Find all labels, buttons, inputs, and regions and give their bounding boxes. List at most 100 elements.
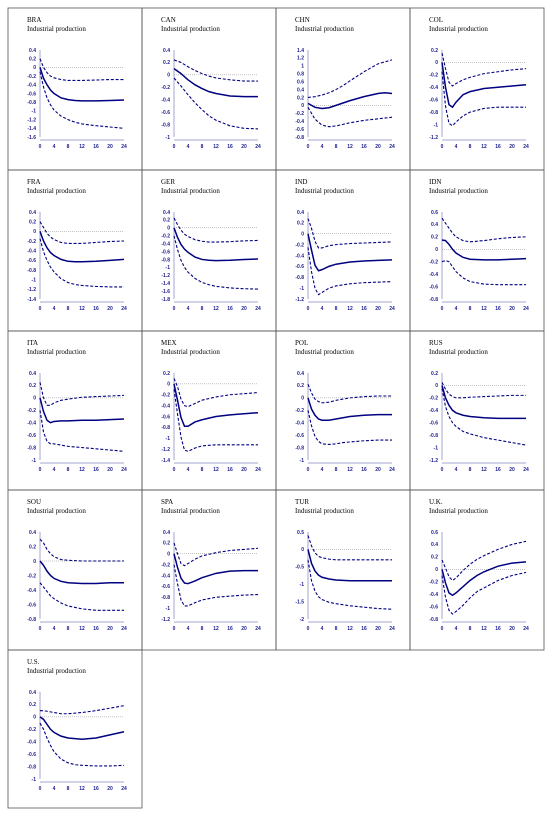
y-tick-label: 0.4 xyxy=(29,371,36,377)
y-tick-label: 0 xyxy=(301,103,304,109)
x-tick-label: 20 xyxy=(241,144,247,150)
panel-title: RUS xyxy=(429,339,443,347)
y-tick-label: 0.2 xyxy=(163,371,170,377)
panel-subtitle: Industrial production xyxy=(27,187,86,195)
x-tick-label: 8 xyxy=(469,626,472,632)
y-tick-label: 0.6 xyxy=(431,530,438,536)
panel-title: CHN xyxy=(295,16,310,24)
y-tick-label: -1 xyxy=(300,458,305,464)
x-tick-label: 16 xyxy=(93,786,99,792)
y-tick-label: 0 xyxy=(33,229,36,235)
median-response-line xyxy=(441,385,526,420)
y-tick-label: -0.6 xyxy=(27,433,36,439)
y-tick-label: -0.8 xyxy=(27,268,36,274)
x-tick-label: 20 xyxy=(375,467,381,473)
x-tick-label: 16 xyxy=(495,144,501,150)
panel-title: U.S. xyxy=(27,658,40,666)
y-tick-label: 1.4 xyxy=(297,48,304,54)
y-tick-label: -0.6 xyxy=(27,91,36,97)
y-tick-label: -1 xyxy=(166,436,171,442)
x-tick-label: 16 xyxy=(495,467,501,473)
y-tick-label: -0.2 xyxy=(295,408,304,414)
y-tick-label: -0.4 xyxy=(161,241,170,247)
x-tick-label: 8 xyxy=(67,626,70,632)
y-tick-label: -1.2 xyxy=(161,617,170,623)
y-tick-label: 0 xyxy=(301,396,304,402)
y-tick-label: 0.2 xyxy=(431,235,438,241)
y-tick-label: 0.2 xyxy=(163,541,170,547)
y-tick-label: -0.4 xyxy=(27,248,36,254)
x-tick-label: 24 xyxy=(389,306,395,312)
panel-title: COL xyxy=(429,16,443,24)
panel-title: ITA xyxy=(27,339,38,347)
panel-title: IDN xyxy=(429,178,441,186)
x-tick-label: 20 xyxy=(509,626,515,632)
y-tick-label: -0.8 xyxy=(295,275,304,281)
x-tick-label: 24 xyxy=(121,467,127,473)
lower-confidence-band xyxy=(173,564,259,607)
x-tick-label: 8 xyxy=(201,626,204,632)
y-tick-label: 0.2 xyxy=(431,48,438,54)
panel-subtitle: Industrial production xyxy=(27,507,86,515)
x-tick-label: 8 xyxy=(201,144,204,150)
x-tick-label: 24 xyxy=(121,144,127,150)
y-tick-label: -0.8 xyxy=(161,122,170,128)
y-tick-label: 0.6 xyxy=(431,210,438,216)
x-tick-label: 20 xyxy=(241,467,247,473)
panel-title: POL xyxy=(295,339,308,347)
x-tick-label: 4 xyxy=(187,306,190,312)
y-tick-label: -1.2 xyxy=(295,297,304,303)
panel-frame xyxy=(7,649,143,809)
median-response-line xyxy=(307,91,393,110)
y-tick-label: 0 xyxy=(33,715,36,721)
panel-title: U.K. xyxy=(429,498,443,506)
x-tick-label: 0 xyxy=(173,626,176,632)
x-tick-label: 4 xyxy=(455,306,458,312)
x-tick-label: 24 xyxy=(523,144,529,150)
x-tick-label: 20 xyxy=(509,467,515,473)
x-tick-label: 0 xyxy=(307,144,310,150)
x-tick-label: 12 xyxy=(213,467,219,473)
panel-title: CAN xyxy=(161,16,176,24)
x-tick-label: 8 xyxy=(335,144,338,150)
y-tick-label: -0.4 xyxy=(429,408,438,414)
x-tick-label: 16 xyxy=(227,626,233,632)
x-tick-label: 24 xyxy=(523,467,529,473)
x-tick-label: 20 xyxy=(107,626,113,632)
x-tick-label: 20 xyxy=(107,306,113,312)
y-tick-label: -0.6 xyxy=(295,433,304,439)
y-tick-label: -1.6 xyxy=(161,289,170,295)
x-tick-label: 8 xyxy=(335,306,338,312)
panel-subtitle: Industrial production xyxy=(295,348,354,356)
y-tick-label: -0.2 xyxy=(429,580,438,586)
panel-title: SPA xyxy=(161,498,173,506)
upper-confidence-band xyxy=(441,382,526,399)
y-tick-label: -0.6 xyxy=(429,284,438,290)
y-tick-label: -0.6 xyxy=(295,264,304,270)
y-tick-label: 0.2 xyxy=(297,95,304,101)
y-tick-label: -0.4 xyxy=(27,83,36,89)
y-tick-label: -0.8 xyxy=(429,617,438,623)
lower-confidence-band xyxy=(307,247,393,296)
panel-subtitle: Industrial production xyxy=(429,187,488,195)
x-tick-label: 12 xyxy=(481,306,487,312)
x-tick-label: 12 xyxy=(79,144,85,150)
x-tick-label: 20 xyxy=(107,467,113,473)
x-tick-label: 20 xyxy=(241,306,247,312)
y-tick-label: -1.4 xyxy=(161,458,170,464)
y-tick-label: -2 xyxy=(300,617,305,623)
y-tick-label: 0 xyxy=(435,383,438,389)
lower-confidence-band xyxy=(39,722,125,767)
x-tick-label: 12 xyxy=(347,626,353,632)
y-tick-label: 0.2 xyxy=(163,218,170,224)
panel-subtitle: Industrial production xyxy=(27,667,86,675)
y-tick-label: 0.4 xyxy=(29,48,36,54)
x-tick-label: 16 xyxy=(361,306,367,312)
y-tick-label: -0.2 xyxy=(161,393,170,399)
y-tick-label: -1.4 xyxy=(27,126,36,132)
